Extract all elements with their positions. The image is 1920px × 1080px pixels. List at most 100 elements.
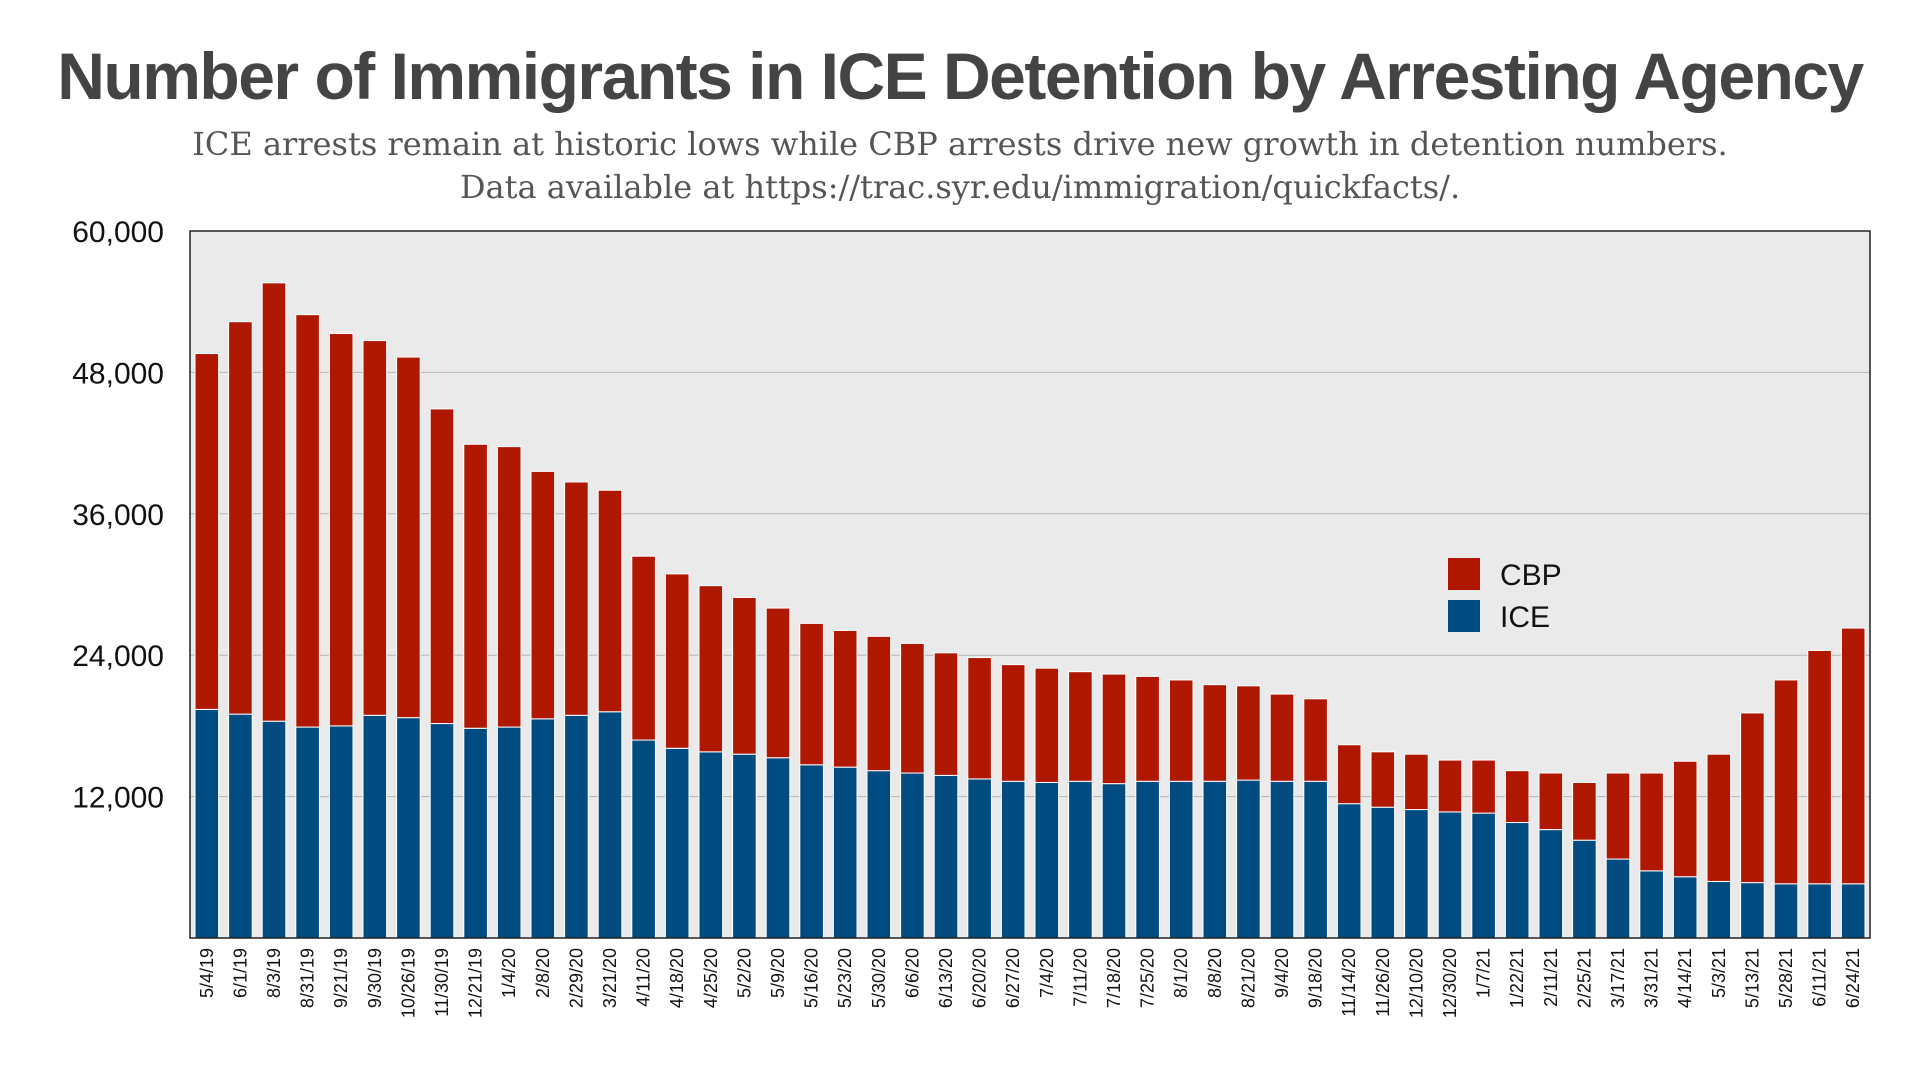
x-tick-label: 3/21/20 [600,948,620,1008]
x-tick-label: 3/17/21 [1608,948,1628,1008]
bar-ice [1336,803,1362,939]
x-tick-label: 5/16/20 [802,948,822,1008]
x-tick-label: 6/13/20 [936,948,956,1008]
bar-cbp [799,622,824,766]
x-tick-label: 12/21/19 [466,948,486,1018]
bar-ice [261,720,287,939]
bar-cbp [1370,751,1396,808]
x-tick-label: 9/18/20 [1306,948,1326,1008]
bar-ice [1101,783,1127,939]
bar-ice [1168,780,1194,939]
bar-ice [1605,858,1631,939]
y-tick-label: 48,000 [72,357,164,390]
y-tick-label: 36,000 [72,499,164,532]
bar-cbp [1437,759,1463,813]
x-tick-label: 11/14/20 [1339,948,1359,1017]
bar-ice [1538,829,1564,939]
x-tick-label: 2/11/21 [1541,948,1561,1007]
bar-cbp [261,282,287,722]
bar-ice [1068,780,1093,939]
bar-cbp [1471,759,1496,814]
x-tick-label: 6/11/21 [1810,948,1830,1007]
bar-ice [866,770,892,939]
bar-ice [1269,780,1295,939]
x-tick-label: 5/9/20 [768,948,788,998]
bar-ice [496,726,522,939]
x-tick-label: 11/26/20 [1373,948,1393,1017]
x-tick-label: 12/10/20 [1406,948,1426,1018]
x-tick-label: 10/26/19 [398,948,418,1018]
bar-ice [799,764,824,939]
bar-ice [1740,882,1765,939]
bar-ice [1639,870,1664,939]
bar-ice [597,711,623,939]
bar-cbp [933,652,959,776]
bar-cbp [362,340,388,716]
x-tick-label: 4/14/21 [1675,948,1695,1008]
bar-ice [765,757,791,939]
bar-ice [1807,883,1832,939]
bar-ice [1034,781,1060,939]
bar-cbp [1672,760,1698,878]
x-tick-label: 5/23/20 [835,948,855,1008]
bar-cbp [194,353,220,710]
bar-cbp [1404,753,1429,811]
x-tick-label: 1/22/21 [1507,948,1527,1008]
bar-cbp [396,356,421,719]
bar-cbp [1706,753,1732,882]
bar-ice [967,778,992,939]
bar-cbp [228,321,253,715]
x-axis: 5/4/19 6/1/19 8/3/19 8/31/19 9/21/19 9/30/19 1… [197,948,1863,1018]
bar-ice [463,727,488,939]
x-tick-label: 9/4/20 [1272,948,1292,998]
x-tick-label: 6/1/19 [230,948,250,998]
legend-swatch-ice [1448,600,1480,632]
x-tick-label: 8/21/20 [1238,948,1258,1008]
bar-cbp [732,596,757,755]
x-tick-label: 9/30/19 [365,948,385,1008]
x-tick-label: 7/18/20 [1104,948,1124,1008]
bar-cbp [1336,744,1362,805]
x-tick-label: 8/3/19 [264,948,284,998]
x-tick-label: 9/21/19 [331,948,351,1008]
y-tick-label: 24,000 [72,640,164,673]
x-tick-label: 4/25/20 [701,948,721,1008]
x-tick-label: 8/1/20 [1171,948,1191,998]
bar-ice [1672,876,1698,939]
bar-cbp [1740,712,1765,884]
bar-cbp [1000,664,1026,782]
bar-ice [1504,822,1530,939]
bar-ice [900,772,925,939]
bar-group [194,282,1866,939]
bar-cbp [1168,679,1194,782]
bar-cbp [564,481,589,716]
bar-ice [396,717,421,939]
x-tick-label: 1/4/20 [499,948,519,998]
bar-cbp [1236,685,1261,781]
bar-cbp [765,607,791,759]
bar-ice [1572,839,1597,939]
legend: CBP ICE [1448,558,1562,634]
y-axis: 12,000 24,000 36,000 48,000 60,000 [72,216,164,815]
bar-cbp [328,333,354,727]
bar-cbp [631,555,656,741]
chart-subtitle-line-1: ICE arrests remain at historic lows whil… [192,125,1728,163]
chart-title: Number of Immigrants in ICE Detention by… [57,39,1864,113]
x-tick-label: 6/27/20 [1003,948,1023,1008]
x-tick-label: 6/6/20 [902,948,922,998]
x-tick-label: 8/8/20 [1205,948,1225,998]
x-tick-label: 5/2/20 [734,948,754,998]
x-tick-label: 3/31/21 [1642,948,1662,1008]
bar-cbp [463,443,488,729]
x-tick-label: 12/30/20 [1440,948,1460,1018]
bar-ice [1135,780,1160,939]
bar-ice [295,726,320,939]
x-tick-label: 5/4/19 [197,948,217,998]
bar-cbp [832,629,858,768]
bar-ice [1773,883,1799,939]
bar-cbp [1639,772,1664,872]
bar-ice [1303,780,1328,939]
bar-cbp [866,635,892,772]
bar-ice [1437,811,1463,939]
